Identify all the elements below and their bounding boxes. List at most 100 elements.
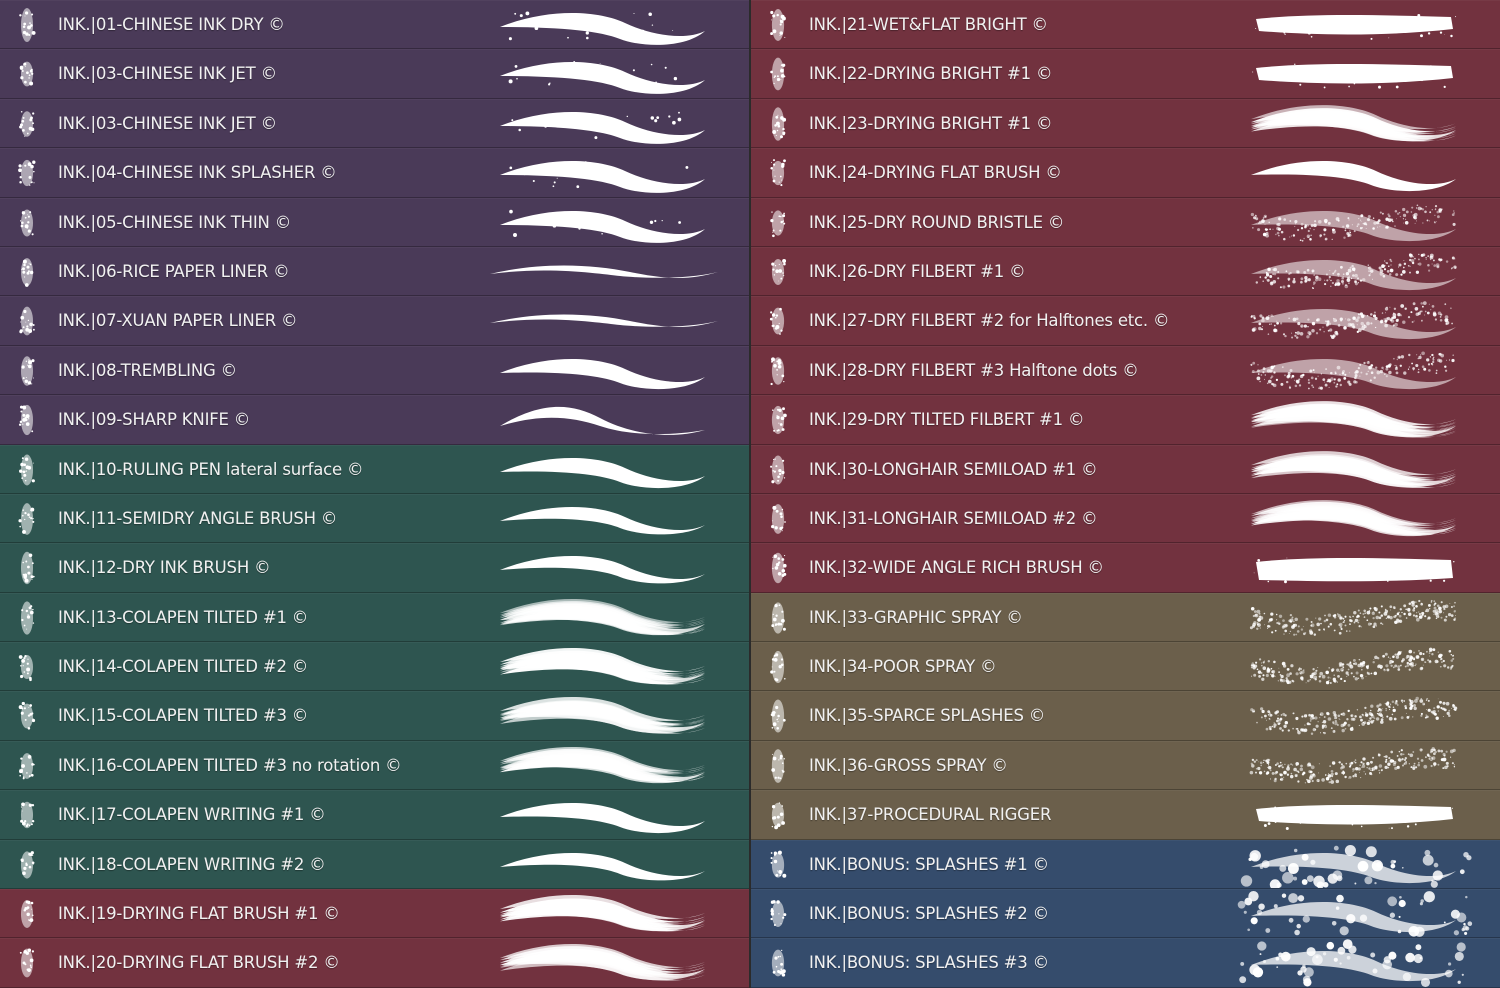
brush-column-left: INK.|01-CHINESE INK DRY © INK.|03-CHINESE… <box>0 0 749 988</box>
brush-stroke-preview <box>1231 446 1481 493</box>
brush-preset-row[interactable]: INK.|06-RICE PAPER LINER © <box>0 246 749 297</box>
brush-preset-label: INK.|25-DRY ROUND BRISTLE © <box>809 212 1065 232</box>
brush-preset-row[interactable]: INK.|31-LONGHAIR SEMILOAD #2 © <box>751 493 1500 544</box>
brush-stroke-preview <box>480 890 730 937</box>
brush-tip-icon <box>8 698 46 734</box>
brush-preset-row[interactable]: INK.|27-DRY FILBERT #2 for Halftones etc… <box>751 296 1500 346</box>
brush-preset-row[interactable]: INK.|11-SEMIDRY ANGLE BRUSH © <box>0 493 749 544</box>
brush-preset-row[interactable]: INK.|32-WIDE ANGLE RICH BRUSH © <box>751 543 1500 593</box>
brush-tip-icon <box>8 106 46 142</box>
brush-preset-row[interactable]: INK.|37-PROCEDURAL RIGGER <box>751 790 1500 840</box>
brush-preset-label: INK.|21-WET&FLAT BRIGHT © <box>809 15 1048 34</box>
brush-preset-row[interactable]: INK.|36-GROSS SPRAY © <box>751 740 1500 791</box>
brush-stroke-preview <box>1231 643 1481 690</box>
brush-preset-row[interactable]: INK.|07-XUAN PAPER LINER © <box>0 296 749 346</box>
brush-preset-row[interactable]: INK.|34-POOR SPRAY © <box>751 642 1500 692</box>
brush-preset-row[interactable]: INK.|01-CHINESE INK DRY © <box>0 0 749 50</box>
brush-preset-row[interactable]: INK.|21-WET&FLAT BRIGHT © <box>751 0 1500 50</box>
brush-tip-icon <box>759 698 797 734</box>
brush-preset-label: INK.|33-GRAPHIC SPRAY © <box>809 607 1023 627</box>
brush-preset-row[interactable]: INK.|BONUS: SPLASHES #1 © <box>751 839 1500 890</box>
brush-tip-icon <box>8 600 46 636</box>
brush-stroke-preview <box>480 297 730 344</box>
brush-tip-icon <box>759 106 797 142</box>
brush-preset-row[interactable]: INK.|BONUS: SPLASHES #2 © <box>751 889 1500 939</box>
brush-stroke-preview <box>480 149 730 196</box>
brush-preset-row[interactable]: INK.|25-DRY ROUND BRISTLE © <box>751 197 1500 247</box>
brush-tip-icon <box>759 402 797 438</box>
brush-preset-row[interactable]: INK.|12-DRY INK BRUSH © <box>0 543 749 593</box>
brush-preset-row[interactable]: INK.|26-DRY FILBERT #1 © <box>751 246 1500 297</box>
brush-stroke-preview <box>1231 594 1481 641</box>
brush-preset-row[interactable]: INK.|09-SHARP KNIFE © <box>0 395 749 445</box>
brush-preset-row[interactable]: INK.|13-COLAPEN TILTED #1 © <box>0 592 749 643</box>
brush-preset-row[interactable]: INK.|04-CHINESE INK SPLASHER © <box>0 148 749 198</box>
brush-preset-label: INK.|29-DRY TILTED FILBERT #1 © <box>809 410 1085 430</box>
brush-tip-icon <box>759 155 797 191</box>
brush-preset-row[interactable]: INK.|16-COLAPEN TILTED #3 no rotation © <box>0 740 749 791</box>
brush-preset-row[interactable]: INK.|33-GRAPHIC SPRAY © <box>751 592 1500 643</box>
brush-preset-row[interactable]: INK.|BONUS: SPLASHES #3 © <box>751 938 1500 988</box>
brush-preset-row[interactable]: INK.|30-LONGHAIR SEMILOAD #1 © <box>751 444 1500 494</box>
brush-preset-label: INK.|31-LONGHAIR SEMILOAD #2 © <box>809 508 1098 528</box>
brush-preset-label: INK.|35-SPARCE SPLASHES © <box>809 706 1046 726</box>
brush-stroke-preview <box>1231 100 1481 147</box>
brush-preset-label: INK.|26-DRY FILBERT #1 © <box>809 261 1026 281</box>
brush-tip-icon <box>8 303 46 339</box>
brush-preset-row[interactable]: INK.|28-DRY FILBERT #3 Halftone dots © <box>751 345 1500 396</box>
brush-preset-label: INK.|36-GROSS SPRAY © <box>809 755 1008 775</box>
brush-stroke-preview <box>480 100 730 147</box>
brush-preset-row[interactable]: INK.|23-DRYING BRIGHT #1 © <box>751 98 1500 149</box>
brush-preset-row[interactable]: INK.|19-DRYING FLAT BRUSH #1 © <box>0 889 749 939</box>
brush-preset-row[interactable]: INK.|20-DRYING FLAT BRUSH #2 © <box>0 938 749 988</box>
brush-preset-row[interactable]: INK.|24-DRYING FLAT BRUSH © <box>751 148 1500 198</box>
brush-stroke-preview <box>480 50 730 97</box>
brush-preset-row[interactable]: INK.|35-SPARCE SPLASHES © <box>751 691 1500 741</box>
brush-preset-label: INK.|20-DRYING FLAT BRUSH #2 © <box>58 953 340 973</box>
brush-preset-row[interactable]: INK.|15-COLAPEN TILTED #3 © <box>0 691 749 741</box>
brush-stroke-preview <box>1231 692 1481 739</box>
brush-stroke-preview <box>1231 396 1481 443</box>
brush-tip-icon <box>759 649 797 685</box>
brush-preset-label: INK.|10-RULING PEN lateral surface © <box>58 459 364 479</box>
brush-preset-label: INK.|19-DRYING FLAT BRUSH #1 © <box>58 904 340 924</box>
brush-preset-row[interactable]: INK.|03-CHINESE INK JET © <box>0 98 749 149</box>
brush-preset-label: INK.|05-CHINESE INK THIN © <box>58 212 292 232</box>
brush-preset-row[interactable]: INK.|08-TREMBLING © <box>0 345 749 396</box>
brush-preset-label: INK.|23-DRYING BRIGHT #1 © <box>809 113 1053 133</box>
brush-preset-row[interactable]: INK.|03-CHINESE INK JET © <box>0 49 749 99</box>
brush-preset-label: INK.|32-WIDE ANGLE RICH BRUSH © <box>809 558 1104 578</box>
brush-tip-icon <box>8 155 46 191</box>
brush-tip-icon <box>759 847 797 883</box>
brush-preset-label: INK.|27-DRY FILBERT #2 for Halftones etc… <box>809 311 1170 331</box>
brush-preset-row[interactable]: INK.|14-COLAPEN TILTED #2 © <box>0 642 749 692</box>
brush-tip-icon <box>8 353 46 389</box>
brush-tip-icon <box>8 649 46 685</box>
brush-stroke-preview <box>1231 495 1481 542</box>
brush-preset-row[interactable]: INK.|10-RULING PEN lateral surface © <box>0 444 749 494</box>
brush-preset-label: INK.|03-CHINESE INK JET © <box>58 113 277 133</box>
brush-tip-icon <box>8 748 46 784</box>
brush-stroke-preview <box>1231 347 1481 394</box>
brush-preset-row[interactable]: INK.|22-DRYING BRIGHT #1 © <box>751 49 1500 99</box>
brush-stroke-preview <box>1231 50 1481 97</box>
brush-stroke-preview <box>480 544 730 591</box>
brush-stroke-preview <box>1231 248 1481 295</box>
brush-preset-label: INK.|24-DRYING FLAT BRUSH © <box>809 163 1062 183</box>
brush-preset-label: INK.|28-DRY FILBERT #3 Halftone dots © <box>809 360 1139 380</box>
brush-preset-row[interactable]: INK.|18-COLAPEN WRITING #2 © <box>0 839 749 890</box>
brush-stroke-preview <box>480 495 730 542</box>
brush-preset-label: INK.|06-RICE PAPER LINER © <box>58 261 290 281</box>
brush-tip-icon <box>8 402 46 438</box>
brush-tip-icon <box>759 945 797 981</box>
brush-tip-icon <box>759 550 797 586</box>
brush-preset-row[interactable]: INK.|29-DRY TILTED FILBERT #1 © <box>751 395 1500 445</box>
brush-preset-label: INK.|13-COLAPEN TILTED #1 © <box>58 607 309 627</box>
brush-preset-row[interactable]: INK.|17-COLAPEN WRITING #1 © <box>0 790 749 840</box>
brush-preset-row[interactable]: INK.|05-CHINESE INK THIN © <box>0 197 749 247</box>
brush-stroke-preview <box>1231 149 1481 196</box>
brush-stroke-preview <box>1231 939 1481 987</box>
brush-preset-label: INK.|12-DRY INK BRUSH © <box>58 558 271 578</box>
brush-tip-icon <box>8 56 46 92</box>
